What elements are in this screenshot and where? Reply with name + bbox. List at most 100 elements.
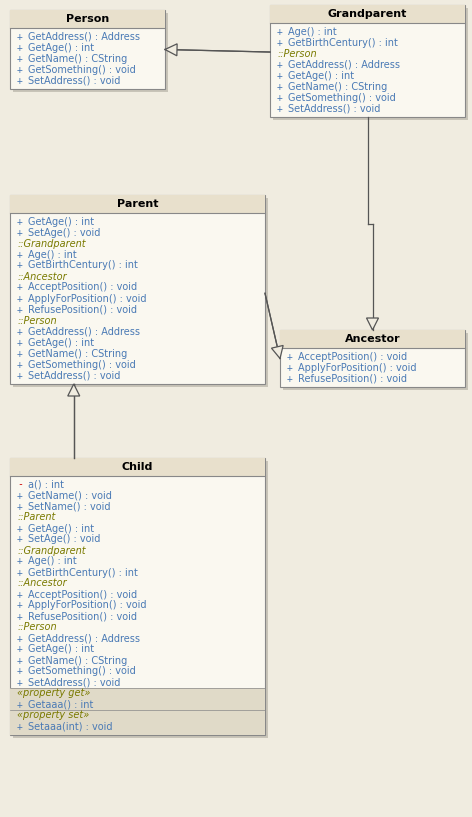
Text: GetAge() : int: GetAge() : int (28, 524, 94, 534)
Polygon shape (270, 5, 465, 23)
Text: +: + (277, 38, 283, 47)
Text: «property get»: «property get» (17, 689, 90, 699)
Text: +: + (17, 568, 23, 578)
Text: Age() : int: Age() : int (28, 249, 77, 260)
Polygon shape (10, 10, 165, 89)
Text: +: + (277, 70, 283, 81)
Text: GetName() : void: GetName() : void (28, 490, 112, 501)
Text: +: + (17, 502, 23, 511)
Text: RefusePosition() : void: RefusePosition() : void (28, 611, 137, 622)
Text: +: + (17, 349, 23, 359)
Text: +: + (17, 600, 23, 610)
Text: GetBirthCentury() : int: GetBirthCentury() : int (288, 38, 398, 47)
Text: GetAge() : int: GetAge() : int (28, 337, 94, 347)
Text: +: + (277, 92, 283, 102)
Text: ::Grandparent: ::Grandparent (17, 239, 85, 248)
Text: +: + (17, 217, 23, 226)
Polygon shape (10, 195, 265, 384)
Text: Getaaa() : int: Getaaa() : int (28, 699, 93, 709)
Text: +: + (17, 645, 23, 654)
Polygon shape (10, 10, 165, 28)
Text: GetSomething() : void: GetSomething() : void (288, 92, 396, 102)
Text: AcceptPosition() : void: AcceptPosition() : void (28, 283, 137, 292)
Text: GetAge() : int: GetAge() : int (28, 645, 94, 654)
Polygon shape (10, 195, 265, 213)
Polygon shape (273, 8, 468, 120)
Text: +: + (17, 65, 23, 74)
Text: Child: Child (122, 462, 153, 472)
Text: +: + (17, 590, 23, 600)
Polygon shape (283, 333, 468, 390)
Text: SetAge() : void: SetAge() : void (28, 534, 101, 544)
Text: +: + (17, 53, 23, 64)
Polygon shape (280, 330, 465, 348)
Text: +: + (17, 32, 23, 42)
Text: Age() : int: Age() : int (288, 26, 337, 37)
Text: «property set»: «property set» (17, 711, 89, 721)
Text: +: + (17, 293, 23, 303)
Text: +: + (17, 249, 23, 260)
Text: GetSomething() : void: GetSomething() : void (28, 65, 136, 74)
Text: SetName() : void: SetName() : void (28, 502, 110, 511)
Text: ApplyForPosition() : void: ApplyForPosition() : void (28, 293, 146, 303)
Text: GetName() : CString: GetName() : CString (288, 82, 387, 92)
Text: Person: Person (66, 14, 109, 24)
Polygon shape (10, 458, 265, 735)
Text: ::Grandparent: ::Grandparent (17, 546, 85, 556)
Text: +: + (17, 227, 23, 238)
Text: RefusePosition() : void: RefusePosition() : void (28, 305, 137, 315)
Polygon shape (10, 710, 265, 735)
Text: SetAge() : void: SetAge() : void (28, 227, 101, 238)
Text: +: + (17, 370, 23, 381)
Text: GetName() : CString: GetName() : CString (28, 349, 127, 359)
Text: ApplyForPosition() : void: ApplyForPosition() : void (298, 363, 416, 373)
Text: ::Ancestor: ::Ancestor (17, 578, 67, 588)
Text: GetSomething() : void: GetSomething() : void (28, 359, 136, 369)
Text: +: + (17, 305, 23, 315)
Text: GetAge() : int: GetAge() : int (288, 70, 354, 81)
Text: +: + (287, 351, 293, 361)
Text: +: + (17, 556, 23, 566)
Polygon shape (366, 318, 379, 330)
Text: RefusePosition() : void: RefusePosition() : void (298, 373, 407, 383)
Text: +: + (17, 534, 23, 544)
Text: ::Ancestor: ::Ancestor (17, 271, 67, 282)
Text: +: + (277, 104, 283, 114)
Text: ::Person: ::Person (17, 315, 57, 325)
Text: +: + (17, 42, 23, 52)
Text: +: + (287, 363, 293, 373)
Text: +: + (17, 359, 23, 369)
Text: +: + (17, 75, 23, 86)
Text: +: + (277, 26, 283, 37)
Text: ::Person: ::Person (277, 48, 317, 59)
Text: AcceptPosition() : void: AcceptPosition() : void (298, 351, 407, 361)
Text: GetAge() : int: GetAge() : int (28, 217, 94, 226)
Polygon shape (10, 688, 265, 713)
Text: +: + (287, 373, 293, 383)
Polygon shape (13, 198, 268, 387)
Text: Age() : int: Age() : int (28, 556, 77, 566)
Text: +: + (17, 699, 23, 709)
Text: GetBirthCentury() : int: GetBirthCentury() : int (28, 261, 138, 270)
Text: GetAge() : int: GetAge() : int (28, 42, 94, 52)
Text: +: + (17, 490, 23, 501)
Polygon shape (13, 461, 268, 738)
Text: SetAddress() : void: SetAddress() : void (28, 75, 120, 86)
Text: +: + (17, 283, 23, 292)
Text: Setaaa(int) : void: Setaaa(int) : void (28, 721, 112, 731)
Text: GetAddress() : Address: GetAddress() : Address (28, 32, 140, 42)
Text: +: + (17, 261, 23, 270)
Text: Grandparent: Grandparent (328, 9, 407, 19)
Text: +: + (17, 677, 23, 687)
Text: +: + (17, 327, 23, 337)
Text: Parent: Parent (117, 199, 158, 209)
Polygon shape (10, 458, 265, 476)
Text: ::Parent: ::Parent (17, 512, 55, 523)
Polygon shape (165, 44, 177, 56)
Text: +: + (17, 721, 23, 731)
Text: SetAddress() : void: SetAddress() : void (28, 677, 120, 687)
Text: +: + (277, 82, 283, 92)
Text: +: + (17, 611, 23, 622)
Text: +: + (17, 524, 23, 534)
Text: ApplyForPosition() : void: ApplyForPosition() : void (28, 600, 146, 610)
